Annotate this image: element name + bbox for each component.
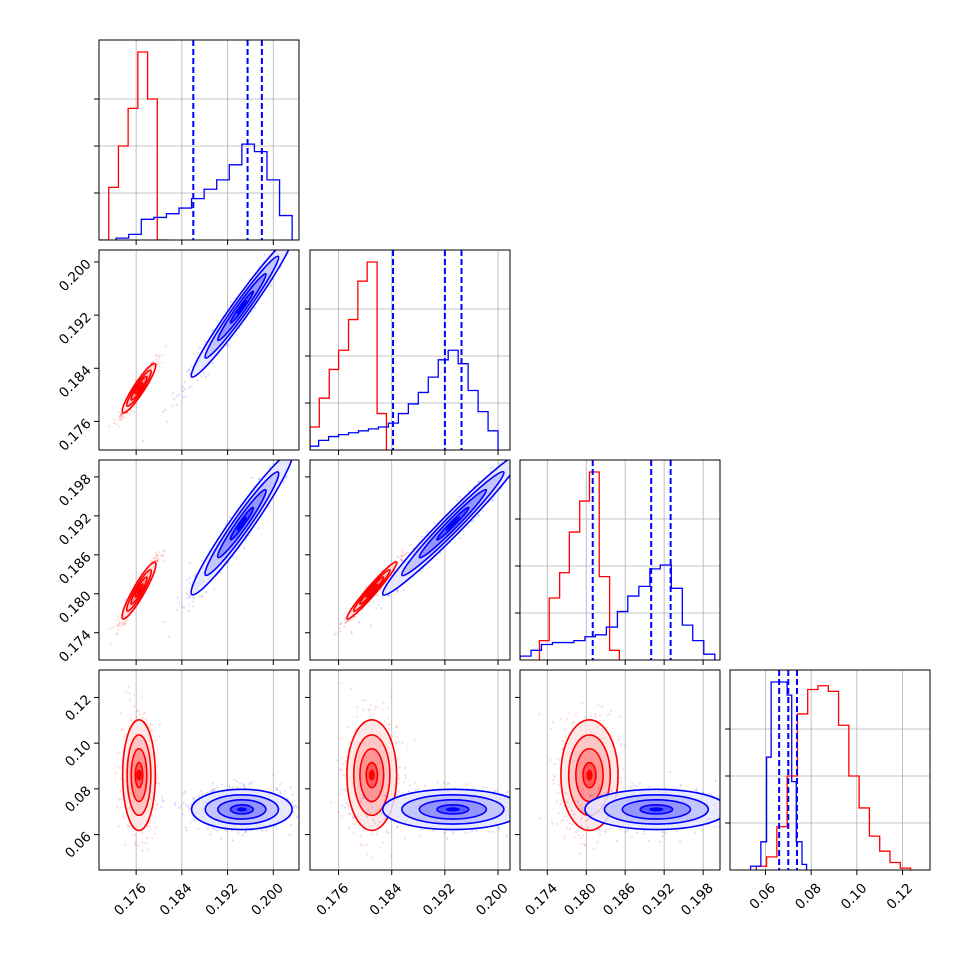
panel-frame	[729, 669, 931, 871]
panel-2-1	[305, 459, 511, 665]
density-peak	[445, 807, 460, 812]
panel-frame	[309, 669, 511, 871]
histogram-series-0	[99, 51, 167, 240]
x-tick-label: 0.200	[473, 880, 512, 919]
panel-frame	[98, 249, 300, 451]
density-peak	[236, 300, 248, 315]
panel-1-0: 0.176 0.184 0.192 0.200	[56, 249, 300, 455]
panel-frame	[98, 669, 300, 871]
density-peak	[368, 587, 375, 594]
grid-lines	[99, 40, 299, 240]
density-peak	[368, 769, 375, 781]
panel-frame	[519, 459, 721, 661]
x-tick-label: 0.174	[522, 880, 561, 919]
x-tick-label: 0.176	[314, 880, 353, 919]
panel-content	[108, 250, 294, 443]
y-tick-label: 0.174	[56, 627, 95, 666]
panel-frame	[519, 669, 721, 871]
histogram-series-1	[115, 143, 293, 240]
y-tick-label: 0.200	[56, 256, 95, 295]
x-tick-label: 0.192	[639, 880, 678, 919]
panel-3-2: 0.174 0.180 0.186 0.192 0.198	[515, 669, 721, 919]
y-tick-label: 0.192	[56, 510, 95, 549]
y-tick-label: 0.186	[56, 549, 95, 588]
histogram-series-0	[310, 261, 388, 450]
x-tick-label: 0.184	[367, 880, 406, 919]
panel-0-0	[94, 39, 300, 245]
x-tick-label: 0.186	[600, 880, 639, 919]
y-tick-label: 0.176	[56, 416, 95, 455]
histogram-series-1	[310, 349, 499, 450]
density-peak	[236, 807, 247, 812]
grid-lines	[135, 250, 274, 450]
density-peak	[136, 587, 142, 594]
grid-lines	[730, 670, 930, 870]
x-tick-label: 0.12	[884, 880, 917, 913]
grid-lines	[338, 670, 499, 870]
histogram-series-0	[538, 471, 621, 660]
panel-frame	[309, 459, 511, 661]
histogram-series-1	[520, 564, 716, 660]
panel-content	[537, 702, 720, 855]
x-tick-label: 0.200	[248, 880, 287, 919]
density-peak	[236, 516, 248, 531]
panel-frame	[98, 459, 300, 661]
grid-lines	[338, 460, 499, 660]
x-tick-label: 0.192	[420, 880, 459, 919]
panel-content	[114, 686, 299, 852]
y-tick-label: 0.12	[62, 692, 95, 725]
density-peak	[136, 769, 142, 781]
histogram-series-1	[749, 681, 808, 870]
density-peak	[649, 807, 664, 812]
y-tick-label: 0.198	[56, 471, 95, 510]
panel-content	[749, 670, 912, 870]
density-peak	[586, 769, 593, 781]
x-tick-label: 0.08	[792, 880, 825, 913]
panel-frame	[309, 249, 511, 451]
y-tick-label: 0.192	[56, 309, 95, 348]
panel-content	[330, 681, 510, 859]
panel-content	[310, 250, 499, 450]
x-tick-label: 0.10	[838, 880, 871, 913]
density-peak	[445, 516, 460, 531]
panel-3-3: 0.06 0.08 0.10 0.12	[725, 669, 931, 913]
y-tick-label: 0.180	[56, 588, 95, 627]
panel-3-0: 0.176 0.184 0.192 0.200 0.06 0.08 0.10 0.12	[62, 669, 300, 919]
x-tick-label: 0.06	[746, 880, 779, 913]
density-peak	[136, 385, 142, 391]
x-tick-label: 0.192	[203, 880, 242, 919]
x-tick-label: 0.184	[157, 880, 196, 919]
x-tick-label: 0.198	[678, 880, 717, 919]
panel-frame	[98, 39, 300, 241]
panel-content	[333, 460, 510, 637]
panel-3-1: 0.176 0.184 0.192 0.200	[305, 669, 512, 919]
x-tick-label: 0.180	[561, 880, 600, 919]
panel-content	[109, 460, 294, 646]
y-tick-label: 0.184	[56, 363, 95, 402]
y-tick-label: 0.10	[62, 737, 95, 770]
panel-2-2	[515, 459, 721, 665]
y-tick-label: 0.06	[62, 829, 95, 862]
panel-content	[520, 460, 716, 660]
panel-1-1	[305, 249, 511, 455]
grid-lines	[520, 460, 720, 660]
x-tick-label: 0.176	[111, 880, 150, 919]
grid-lines	[135, 670, 274, 870]
y-tick-label: 0.08	[62, 783, 95, 816]
grid-lines	[546, 670, 704, 870]
panel-content	[99, 40, 293, 240]
